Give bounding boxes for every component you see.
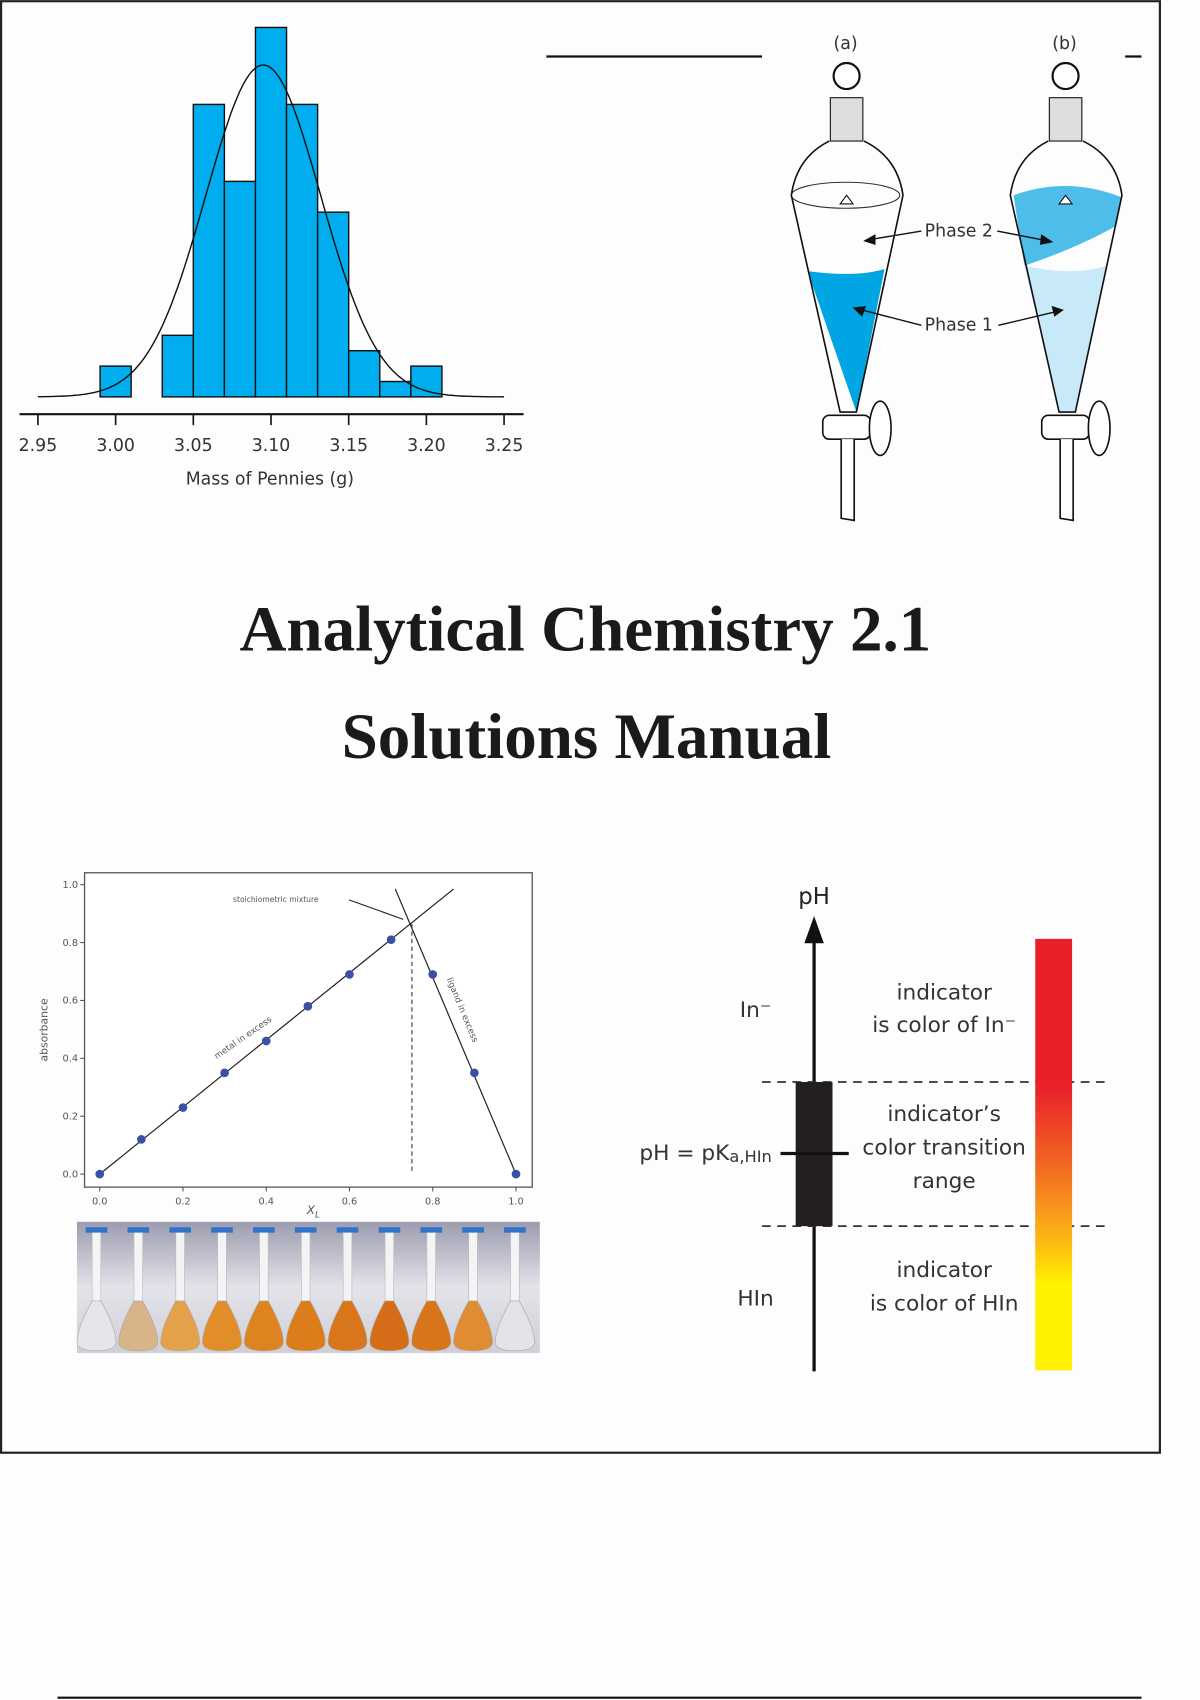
mid-region-text-3: range <box>913 1169 976 1194</box>
bottom-region-text-2: is color of HIn <box>870 1292 1019 1317</box>
histogram-bar <box>410 365 443 398</box>
data-point <box>261 1036 271 1046</box>
data-point <box>386 935 396 945</box>
y-tick-label: 0.2 <box>63 1111 79 1122</box>
y-tick-label: 0.0 <box>63 1169 79 1180</box>
top-region-text-1: indicator <box>896 981 991 1006</box>
funnel-b <box>1009 61 1123 522</box>
ph-axis-arrow-icon <box>804 916 824 944</box>
volumetric-flask <box>285 1227 326 1352</box>
y-tick-label: 0.8 <box>63 938 79 949</box>
x-tick-label: 2.95 <box>19 436 58 456</box>
stoich-arrow <box>348 899 404 920</box>
x-tick-label: 0.8 <box>425 1196 441 1207</box>
x-tick-label: 0.0 <box>92 1196 108 1207</box>
data-point <box>137 1135 146 1144</box>
cover-frame <box>0 0 1161 1454</box>
data-point <box>95 1169 105 1179</box>
in-minus-label: In⁻ <box>740 998 772 1023</box>
job-plot-frame <box>83 872 533 1188</box>
flasks-photo <box>76 1221 540 1353</box>
x-tick-label: 3.20 <box>407 436 446 456</box>
histogram-bar <box>192 103 226 398</box>
job-y-label: absorbance <box>38 998 51 1062</box>
color-bar <box>1035 938 1073 1371</box>
ph-indicator-diagram: pH In⁻ HIn pH = pKa,HIn indicator is col… <box>639 884 1106 1372</box>
volumetric-flask <box>411 1227 452 1352</box>
histogram-bar <box>223 180 257 398</box>
data-point <box>220 1068 229 1078</box>
x-tick-label: 3.00 <box>96 436 135 456</box>
volumetric-flask <box>327 1227 368 1352</box>
histogram-bar <box>379 380 412 398</box>
histogram-bar <box>316 211 350 398</box>
data-point <box>428 970 438 979</box>
top-region-text-2: is color of In⁻ <box>872 1013 1016 1038</box>
volumetric-flask <box>495 1227 535 1352</box>
histogram-bar <box>285 103 319 398</box>
y-tick-label: 1.0 <box>63 880 79 891</box>
stoich-annotation: stoichiometric mixture <box>233 895 319 904</box>
y-tick-label: 0.4 <box>63 1054 79 1065</box>
data-point <box>303 1001 313 1011</box>
x-tick-label: 3.15 <box>329 436 368 456</box>
volumetric-flask <box>118 1227 159 1352</box>
ph-axis-label: pH <box>798 884 830 910</box>
phase1-label: Phase 1 <box>925 316 993 336</box>
y-tick-label: 0.6 <box>63 996 79 1007</box>
book-title: Analytical Chemistry 2.1 <box>239 594 931 666</box>
histogram-bar <box>161 334 195 398</box>
normal-fit-curve <box>37 64 505 398</box>
x-tick-label: 0.6 <box>342 1196 358 1207</box>
x-tick-label: 3.10 <box>252 436 291 456</box>
book-subtitle: Solutions Manual <box>342 701 832 773</box>
data-point <box>470 1068 479 1078</box>
x-tick-label: 3.05 <box>174 436 213 456</box>
x-tick-label: 3.25 <box>485 436 524 456</box>
hist-x-label: Mass of Pennies (g) <box>186 470 354 490</box>
separatory-funnels: (a) (b) Phase 2 Phase 1 <box>790 34 1123 522</box>
histogram-bar <box>99 365 132 398</box>
volumetric-flask <box>369 1227 410 1352</box>
job-plot: 0.0 0.2 0.4 0.6 0.8 1.0 0.0 0.2 0.4 0.6 0.8 1.0 abs… <box>38 872 533 1220</box>
volumetric-flask <box>453 1227 493 1352</box>
fit-line <box>99 888 454 1175</box>
bottom-region-text-1: indicator <box>896 1258 991 1283</box>
phase2-label: Phase 2 <box>925 221 993 241</box>
phase-arrows <box>852 230 1064 327</box>
pka-label: pH = pKa,HIn <box>639 1141 771 1166</box>
volumetric-flask <box>202 1227 242 1352</box>
job-x-label: XL <box>306 1203 320 1220</box>
mid-region-text-1: indicator’s <box>887 1102 1001 1127</box>
x-tick-label: 1.0 <box>508 1196 524 1207</box>
volumetric-flask <box>244 1227 284 1352</box>
volumetric-flask <box>160 1227 201 1352</box>
data-point <box>345 970 354 979</box>
penny-mass-histogram: 2.95 3.00 3.05 3.10 3.15 3.20 3.25 Mass of Pen… <box>19 26 524 490</box>
histogram-bar <box>347 349 381 398</box>
x-tick-label: 0.2 <box>175 1196 191 1207</box>
funnel-a <box>790 61 904 522</box>
data-point <box>511 1169 521 1179</box>
hin-label: HIn <box>737 1286 773 1311</box>
x-tick-label: 0.4 <box>258 1196 274 1207</box>
mid-region-text-2: color transition <box>862 1136 1026 1161</box>
data-point <box>178 1103 188 1112</box>
volumetric-flask <box>76 1227 117 1352</box>
funnel-a-label: (a) <box>833 34 857 54</box>
funnel-b-label: (b) <box>1052 34 1077 54</box>
fit-line <box>394 888 517 1175</box>
